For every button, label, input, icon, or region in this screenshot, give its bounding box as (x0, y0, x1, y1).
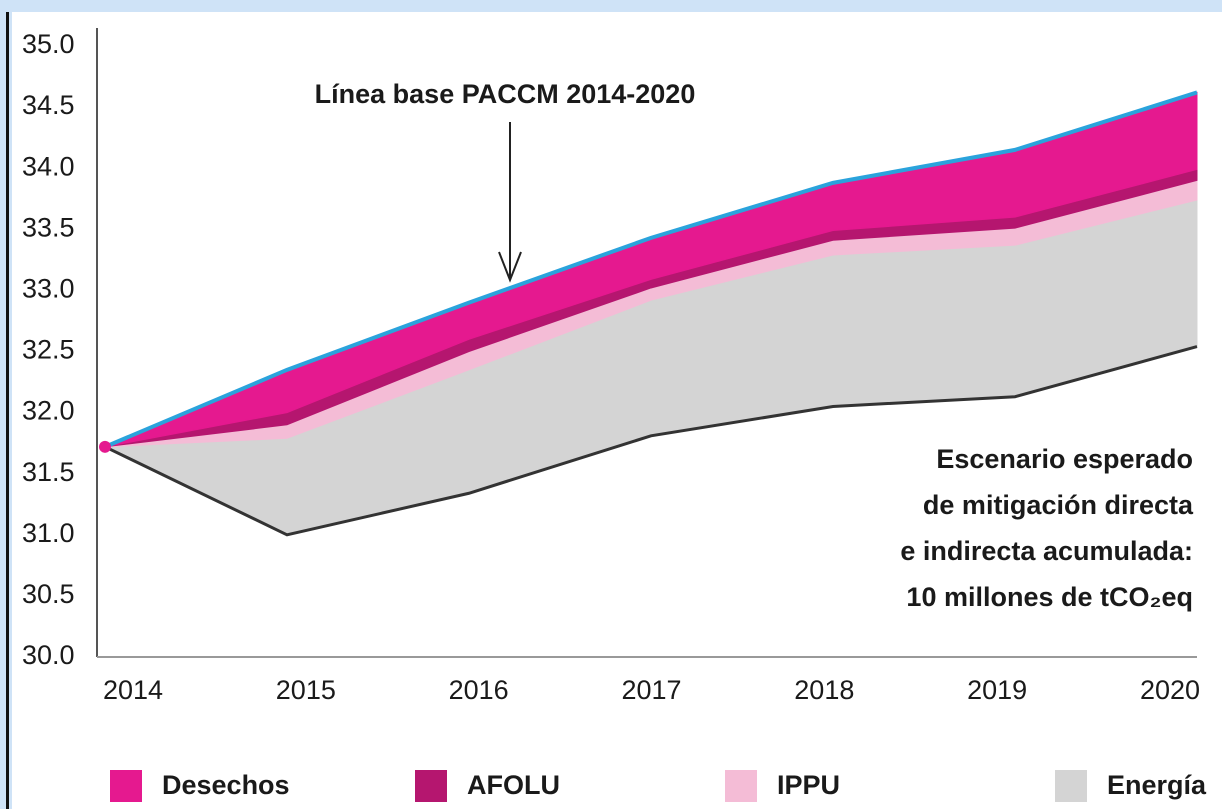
scenario-annotation: e indirecta acumulada: (900, 536, 1193, 566)
annotation-arrowhead (498, 251, 522, 283)
x-tick-label: 2016 (449, 675, 509, 705)
y-tick-label: 35.0 (22, 29, 75, 59)
baseline-annotation: Línea base PACCM 2014-2020 (315, 79, 696, 109)
legend-label: Energía (1107, 770, 1207, 800)
y-tick-label: 30.5 (22, 579, 75, 609)
x-tick-label: 2020 (1140, 675, 1200, 705)
x-tick-label: 2015 (276, 675, 336, 705)
y-tick-label: 30.0 (22, 640, 75, 670)
legend-label: AFOLU (467, 770, 560, 800)
y-tick-label: 32.0 (22, 396, 75, 426)
baseline-line (104, 90, 1198, 449)
legend-swatch (415, 770, 447, 802)
scenario-line (104, 345, 1198, 537)
legend-swatch (1055, 770, 1087, 802)
legend-swatch (110, 770, 142, 802)
scenario-annotation: de mitigación directa (923, 490, 1194, 520)
legend-label: Desechos (162, 770, 290, 800)
y-tick-label: 33.5 (22, 212, 75, 242)
y-tick-label: 31.0 (22, 518, 75, 548)
x-tick-label: 2018 (794, 675, 854, 705)
y-tick-label: 33.0 (22, 274, 75, 304)
frame-edge (6, 12, 9, 809)
y-tick-label: 31.5 (22, 457, 75, 487)
scenario-annotation: 10 millones de tCO₂eq (906, 582, 1193, 612)
x-tick-label: 2017 (621, 675, 681, 705)
x-tick-label: 2019 (967, 675, 1027, 705)
y-tick-label: 34.0 (22, 151, 75, 181)
legend-label: IPPU (777, 770, 840, 800)
legend-swatch (725, 770, 757, 802)
scenario-annotation: Escenario esperado (936, 444, 1193, 474)
start-dot (99, 440, 111, 453)
y-tick-label: 34.5 (22, 90, 75, 120)
x-tick-label: 2014 (103, 675, 163, 705)
y-tick-label: 32.5 (22, 335, 75, 365)
